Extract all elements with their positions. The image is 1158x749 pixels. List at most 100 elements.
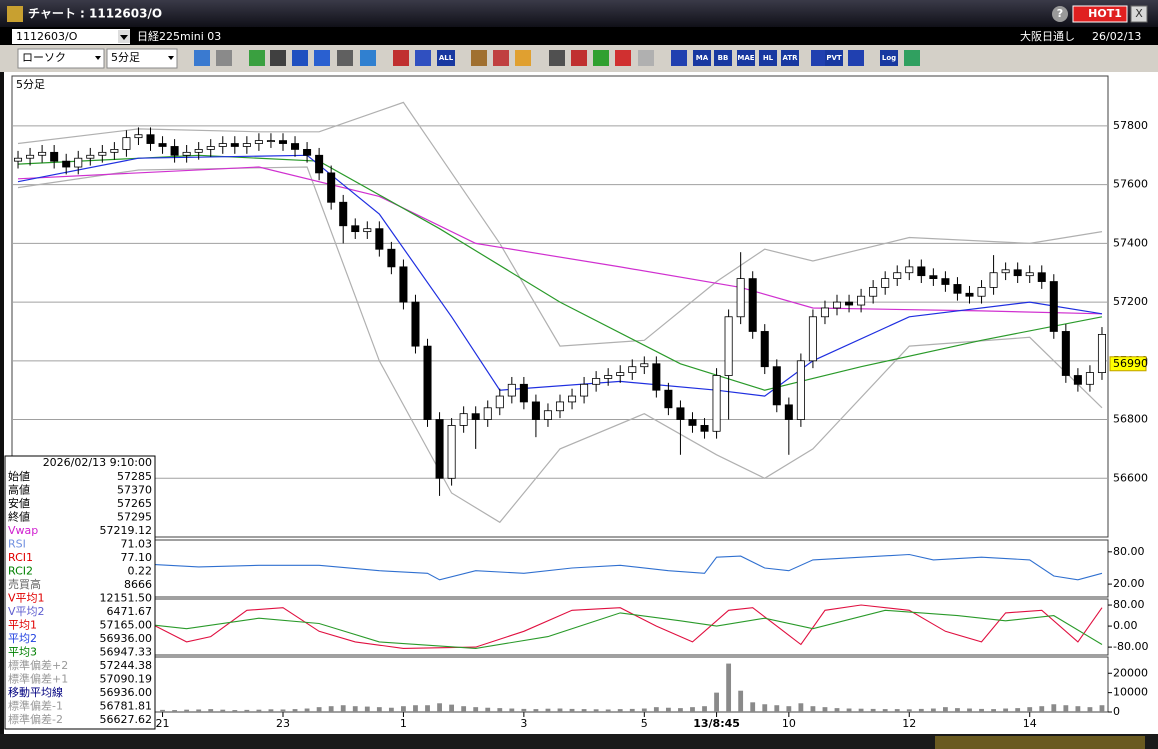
tool-icon[interactable] — [848, 50, 864, 66]
tool-button[interactable] — [714, 50, 732, 66]
candle-body — [568, 395, 577, 403]
tool-icon[interactable] — [571, 50, 587, 66]
tool-button-label[interactable]: BB — [718, 54, 729, 62]
tool-icon[interactable] — [194, 50, 210, 66]
candle-body — [242, 143, 251, 147]
chart-kind[interactable]: ローソク — [22, 51, 66, 64]
tool-icon[interactable] — [549, 50, 565, 66]
info-label: 安値 — [8, 496, 30, 510]
tool-button[interactable] — [693, 50, 711, 66]
volume-bar — [955, 708, 960, 712]
timeframe-select[interactable] — [106, 48, 178, 69]
tool-button-label[interactable]: ATR — [782, 54, 798, 62]
tool-icon[interactable] — [493, 50, 509, 66]
volume-bar — [497, 708, 503, 712]
candle-body — [254, 140, 263, 144]
info-label: 高値 — [8, 483, 30, 497]
tool-button-label[interactable]: MAE — [737, 54, 754, 62]
tool-icon[interactable] — [393, 50, 409, 66]
volume-bar — [665, 707, 671, 712]
tool-icon[interactable] — [671, 50, 687, 66]
tool-icon[interactable] — [270, 50, 286, 66]
tool-icon[interactable] — [292, 50, 308, 66]
volume-bar — [617, 709, 623, 712]
candle-body — [664, 389, 673, 409]
info-timestamp: 2026/02/13 9:10:00 — [43, 456, 152, 469]
volume-bar — [1003, 708, 1009, 712]
hot-badge[interactable] — [1072, 5, 1128, 23]
candle-body — [1061, 331, 1070, 376]
tool-icon[interactable] — [515, 50, 531, 66]
info-value: 57370 — [117, 484, 152, 497]
tool-icon[interactable] — [337, 50, 353, 66]
tool-button[interactable] — [737, 50, 755, 66]
volume-bar — [798, 703, 804, 712]
dropdown-arrow — [168, 56, 174, 60]
candle-body — [230, 143, 239, 147]
volume-bar — [220, 709, 226, 712]
candle-body — [194, 149, 203, 153]
candle-body — [1013, 269, 1022, 277]
candle-body — [399, 266, 408, 303]
tool-button-label[interactable]: Log — [882, 54, 896, 62]
tool-button[interactable] — [825, 50, 843, 66]
chart-kind-select[interactable] — [17, 48, 105, 69]
volume-bar — [678, 708, 683, 712]
tool-icon[interactable] — [314, 50, 330, 66]
tool-button[interactable] — [781, 50, 799, 66]
indicator-line — [17, 553, 1103, 581]
symbol-code[interactable]: 1112603/O — [16, 30, 78, 43]
candle-body — [1085, 372, 1094, 385]
close-label[interactable]: X — [1135, 7, 1143, 20]
tool-icon[interactable] — [360, 50, 376, 66]
y-tick-label: 20000 — [1113, 666, 1148, 679]
volume-bar — [653, 707, 659, 712]
candle-body — [628, 366, 637, 373]
help-label[interactable]: ? — [1057, 7, 1063, 20]
volume-bar — [485, 707, 491, 712]
tool-icon[interactable] — [638, 50, 654, 66]
candle-body — [869, 287, 878, 297]
overlay-line — [17, 154, 1103, 391]
tool-button-label[interactable]: MA — [696, 54, 709, 62]
candle-body — [724, 316, 733, 376]
candle-body — [1097, 333, 1106, 373]
tool-icon[interactable] — [615, 50, 631, 66]
volume-bar — [1015, 708, 1021, 712]
info-label: 標準偏差-1 — [8, 699, 63, 713]
help-button[interactable] — [1052, 6, 1068, 22]
volume-bar — [413, 705, 418, 712]
tool-icon[interactable] — [811, 50, 827, 66]
candle-body — [989, 272, 998, 288]
x-tick-label: 13/8:45 — [693, 717, 740, 730]
candle-body — [592, 378, 601, 385]
tool-icon[interactable] — [249, 50, 265, 66]
close-button[interactable] — [1130, 5, 1148, 23]
volume-bar — [208, 709, 214, 712]
volume-bar — [232, 710, 238, 712]
info-label: V平均1 — [8, 592, 45, 605]
candle-body — [375, 228, 384, 250]
tool-button[interactable] — [880, 50, 898, 66]
candle-body — [134, 134, 143, 139]
volume-bar — [328, 706, 334, 712]
symbol-input[interactable] — [12, 29, 130, 44]
hot-label[interactable]: HOT1 — [1088, 7, 1122, 20]
tool-button-label[interactable]: ALL — [439, 54, 454, 62]
tool-button[interactable] — [759, 50, 777, 66]
tool-button-label[interactable]: HL — [763, 54, 774, 62]
candle-body — [543, 410, 552, 420]
candle-body — [748, 278, 757, 332]
tool-icon[interactable] — [904, 50, 920, 66]
tool-button[interactable] — [437, 50, 455, 66]
tool-icon[interactable] — [216, 50, 232, 66]
timeframe[interactable]: 5分足 — [111, 51, 140, 64]
info-value: 57295 — [117, 511, 152, 524]
tool-icon[interactable] — [593, 50, 609, 66]
volume-bar — [714, 692, 719, 712]
tool-icon[interactable] — [471, 50, 487, 66]
tool-button-label[interactable]: PVT — [826, 54, 842, 62]
tool-icon[interactable] — [415, 50, 431, 66]
info-value: 71.03 — [121, 538, 153, 551]
